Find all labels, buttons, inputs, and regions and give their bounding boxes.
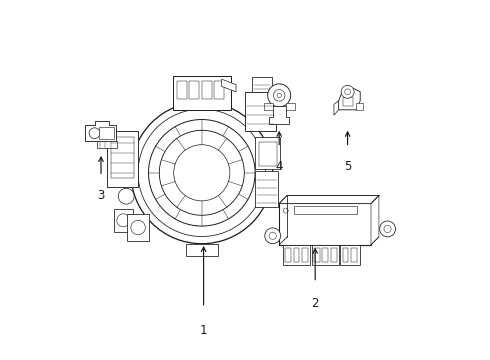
Bar [255, 171, 278, 207]
Circle shape [277, 93, 281, 98]
Bar [114, 209, 133, 232]
Bar [99, 127, 114, 139]
Polygon shape [371, 195, 379, 245]
Circle shape [268, 84, 291, 107]
Bar [245, 92, 275, 131]
Circle shape [131, 102, 273, 244]
Circle shape [265, 228, 281, 244]
Polygon shape [339, 88, 360, 110]
Circle shape [345, 89, 350, 95]
Bar [285, 248, 291, 262]
Circle shape [384, 225, 391, 233]
Text: 2: 2 [312, 297, 319, 310]
Circle shape [269, 232, 276, 239]
Bar [98, 141, 117, 148]
Circle shape [283, 208, 288, 213]
Circle shape [89, 128, 100, 139]
Bar [286, 103, 295, 110]
Bar [343, 248, 348, 262]
Bar [202, 81, 212, 99]
Bar [331, 248, 337, 262]
Bar [351, 248, 357, 262]
Bar [189, 81, 199, 99]
Bar [186, 244, 218, 256]
Bar [343, 97, 353, 106]
Bar [294, 206, 357, 214]
Text: 4: 4 [275, 160, 283, 173]
Bar [314, 248, 319, 262]
Bar [255, 137, 280, 169]
Circle shape [273, 90, 285, 101]
Polygon shape [221, 79, 236, 92]
Polygon shape [334, 101, 339, 115]
Bar [127, 214, 149, 241]
Circle shape [341, 85, 354, 98]
Bar [259, 142, 277, 166]
Bar [252, 77, 272, 92]
Bar [264, 103, 273, 110]
Bar [173, 76, 231, 110]
Circle shape [131, 220, 145, 235]
Bar [279, 203, 371, 245]
Bar [107, 131, 138, 187]
Polygon shape [269, 106, 289, 124]
Polygon shape [279, 195, 379, 203]
Bar [283, 245, 310, 265]
Bar [312, 245, 339, 265]
Bar [322, 248, 328, 262]
Bar [111, 137, 134, 178]
Circle shape [380, 221, 395, 237]
Bar [341, 245, 360, 265]
Text: 5: 5 [344, 160, 351, 173]
Bar [302, 248, 308, 262]
Polygon shape [85, 121, 116, 141]
Circle shape [118, 188, 134, 204]
Bar [294, 248, 299, 262]
Text: 1: 1 [200, 324, 207, 337]
Bar [176, 81, 187, 99]
Bar [356, 103, 363, 110]
Circle shape [117, 214, 130, 227]
Bar [215, 81, 224, 99]
Text: 3: 3 [98, 189, 105, 202]
